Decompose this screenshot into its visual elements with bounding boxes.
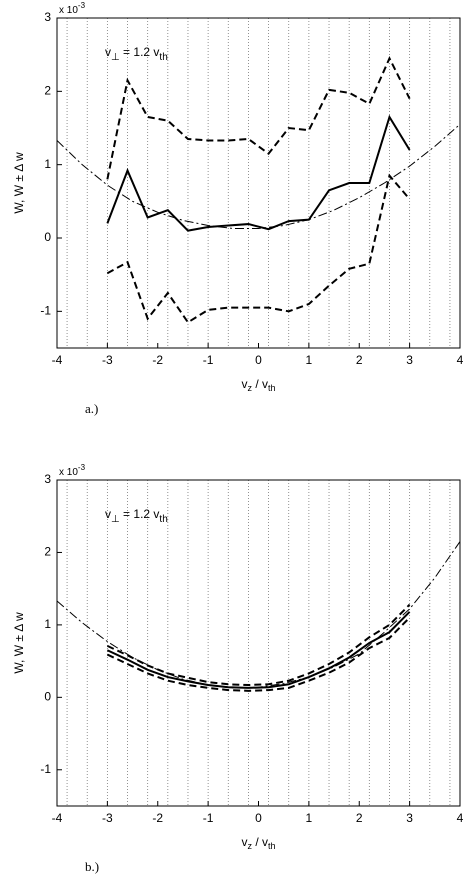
ann-v: v bbox=[105, 507, 111, 521]
series-line bbox=[57, 123, 460, 229]
x-tick-label: -4 bbox=[52, 353, 63, 367]
x-tick-label: -2 bbox=[152, 811, 163, 825]
ann-sub: th bbox=[159, 514, 167, 525]
x-tick-label: 2 bbox=[356, 811, 363, 825]
panel-label: b.) bbox=[85, 859, 99, 874]
x-tick-label: 4 bbox=[457, 353, 464, 367]
xl-v: v bbox=[241, 835, 247, 849]
series-line bbox=[106, 173, 411, 324]
annotation: v⊥ = 1.2 vth bbox=[105, 45, 168, 62]
y-tick-label: 0 bbox=[44, 690, 51, 704]
x-tick-label: -4 bbox=[52, 811, 63, 825]
plot-border bbox=[56, 479, 461, 807]
ann-v: v bbox=[105, 45, 111, 59]
ann-sub: th bbox=[159, 52, 167, 63]
x-tick-label: -1 bbox=[203, 353, 214, 367]
x-tick-label: -3 bbox=[102, 811, 113, 825]
y-tick-label: 2 bbox=[44, 545, 51, 559]
xl-v: v bbox=[241, 377, 247, 391]
annotation: v⊥ = 1.2 vth bbox=[105, 507, 168, 524]
xl-sub: th bbox=[268, 383, 276, 393]
ann-eq: = 1.2 v bbox=[120, 45, 160, 59]
x-tick-label: 0 bbox=[255, 811, 262, 825]
y-exponent: x 10-3 bbox=[59, 1, 86, 16]
y-axis-label: W, W ± Δ w bbox=[12, 612, 26, 674]
y-tick-label: 3 bbox=[44, 472, 51, 486]
y-tick-label: 3 bbox=[44, 10, 51, 24]
y-axis-label: W, W ± Δ w bbox=[12, 152, 26, 214]
x-axis-label: vz / vth bbox=[241, 377, 275, 393]
x-tick-label: 2 bbox=[356, 353, 363, 367]
x-tick-label: 3 bbox=[406, 353, 413, 367]
exp-power: -3 bbox=[78, 1, 86, 10]
ann-sub: ⊥ bbox=[111, 52, 120, 63]
xl-sub: z bbox=[247, 383, 252, 393]
x-tick-label: 4 bbox=[457, 811, 464, 825]
y-tick-label: 2 bbox=[44, 84, 51, 98]
y-tick-label: 1 bbox=[44, 157, 51, 171]
panel-label: a.) bbox=[85, 401, 98, 416]
y-tick-label: 1 bbox=[44, 617, 51, 631]
y-tick-label: 0 bbox=[44, 230, 51, 244]
plot-frame bbox=[57, 18, 460, 348]
y-exponent: x 10-3 bbox=[59, 463, 86, 478]
ann-eq: = 1.2 v bbox=[120, 507, 160, 521]
x-tick-label: 1 bbox=[306, 353, 313, 367]
plot-border bbox=[56, 17, 461, 349]
xl-mid: / v bbox=[252, 835, 268, 849]
series-line bbox=[106, 114, 411, 232]
x-tick-label: 0 bbox=[255, 353, 262, 367]
xl-sub: z bbox=[247, 841, 252, 851]
exp-base: x 10 bbox=[59, 467, 78, 478]
xl-sub: th bbox=[268, 841, 276, 851]
series-line bbox=[106, 616, 411, 692]
ann-sub: ⊥ bbox=[111, 514, 120, 525]
y-tick-label: -1 bbox=[40, 304, 51, 318]
x-tick-label: -1 bbox=[203, 811, 214, 825]
series-line bbox=[57, 541, 460, 689]
x-axis-label: vz / vth bbox=[241, 835, 275, 851]
x-tick-label: 1 bbox=[306, 811, 313, 825]
x-tick-label: 3 bbox=[406, 811, 413, 825]
exp-base: x 10 bbox=[59, 5, 78, 16]
x-tick-label: -3 bbox=[102, 353, 113, 367]
xl-mid: / v bbox=[252, 377, 268, 391]
y-tick-label: -1 bbox=[40, 762, 51, 776]
x-tick-label: -2 bbox=[152, 353, 163, 367]
plot-frame bbox=[57, 480, 460, 806]
exp-power: -3 bbox=[78, 463, 86, 472]
